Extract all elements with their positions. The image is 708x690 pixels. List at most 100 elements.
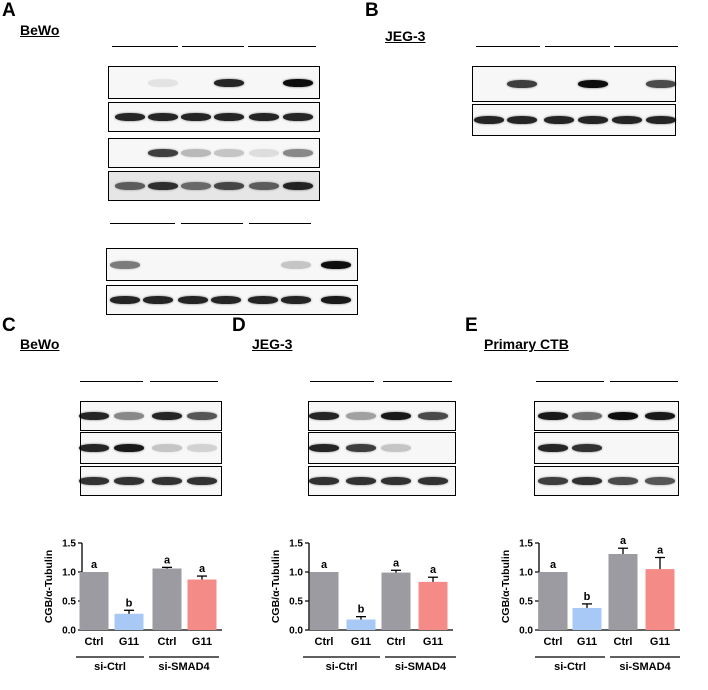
chart-d-sig-letter: a <box>393 557 400 569</box>
chart-c-y-tick-label: 0.0 <box>62 626 76 637</box>
panel-a-band <box>115 182 145 190</box>
panel-a-smad1-band <box>143 296 173 304</box>
panel-c-band <box>114 444 144 452</box>
chart-c-bar <box>79 572 109 630</box>
chart-e-sig-letter: a <box>550 559 557 571</box>
chart-d-x-tick-label: G11 <box>351 636 371 648</box>
chart-e-sig-letter: a <box>620 535 627 547</box>
chart-e-y-tick-label: 1.5 <box>519 539 533 550</box>
panel-a-smad1-group-underline <box>181 223 243 224</box>
panel-b-label: B <box>365 0 379 21</box>
chart-d-y-tick-label: 1.0 <box>289 568 303 579</box>
chart-c-sig-letter: a <box>164 554 171 566</box>
panel-c-band <box>79 412 109 420</box>
panel-b-blot-row <box>472 66 676 102</box>
panel-b-band <box>507 116 537 124</box>
panel-a-smad1-band <box>248 296 278 304</box>
panel-d-band <box>309 477 339 485</box>
panel-b-band <box>544 116 574 124</box>
panel-c-band <box>152 477 182 485</box>
chart-c-group-label: si-SMAD4 <box>158 661 210 673</box>
chart-c-x-tick-label: G11 <box>119 636 139 648</box>
panel-a-smad1-band <box>321 260 351 269</box>
panel-c-band <box>152 412 182 420</box>
chart-e-y-tick-label: 1.0 <box>519 568 533 579</box>
panel-e-band <box>645 412 675 420</box>
panel-e-label: E <box>465 315 478 336</box>
chart-e-bar <box>572 607 602 630</box>
panel-e-band <box>538 444 568 452</box>
chart-d-sig-letter: b <box>358 604 365 616</box>
chart-e-y-tick-label: 0.0 <box>519 626 533 637</box>
panel-d-band <box>309 412 339 420</box>
chart-d-x-tick-label: Ctrl <box>315 636 334 648</box>
panel-a-group-underline <box>182 46 244 47</box>
chart-e-x-tick-label: G11 <box>577 636 597 648</box>
panel-b-title: JEG-3 <box>385 28 426 44</box>
panel-e-band <box>538 412 568 420</box>
chart-e-x-tick-label: Ctrl <box>614 636 633 648</box>
panel-b-band <box>578 80 608 88</box>
panel-a-smad1-group-underline <box>249 223 311 224</box>
panel-d-band <box>381 477 411 485</box>
panel-c-band <box>114 477 144 485</box>
panel-c-group-underline <box>150 381 218 382</box>
chart-d-bar <box>418 581 448 630</box>
chart-d-y-tick-label: 0.0 <box>289 626 303 637</box>
chart-e-y-label: CGB/α-Tubulin <box>500 550 512 623</box>
chart-c-x-tick-label: G11 <box>192 636 212 648</box>
panel-b-band <box>507 80 537 88</box>
panel-b-group-underline <box>476 46 540 47</box>
panel-b-band <box>646 80 676 88</box>
panel-a-smad1-band <box>281 296 311 304</box>
chart-d-bar <box>346 619 376 630</box>
chart-e-sig-letter: b <box>584 591 591 603</box>
chart-d-y-label: CGB/α-Tubulin <box>270 550 282 623</box>
chart-e-bar <box>608 554 638 630</box>
chart-d-bar <box>381 572 411 630</box>
chart-c-group-label: si-Ctrl <box>94 661 126 673</box>
panel-b-band <box>646 116 676 124</box>
panel-e-band <box>645 477 675 485</box>
panel-e-band <box>608 477 638 485</box>
chart-d-y-tick-label: 0.5 <box>289 597 303 608</box>
panel-a-band <box>249 149 279 157</box>
chart-d-sig-letter: a <box>321 559 328 571</box>
chart-c-sig-letter: b <box>126 597 133 609</box>
panel-d-title: JEG-3 <box>252 336 293 352</box>
panel-a-band <box>283 149 313 157</box>
chart-d-y-tick-label: 1.5 <box>289 539 303 550</box>
panel-e-group-underline <box>536 381 604 382</box>
panel-a-title: BeWo <box>20 22 60 38</box>
panel-a-smad1-group-underline <box>110 223 175 224</box>
panel-c-band <box>79 477 109 485</box>
chart-d-x-tick-label: Ctrl <box>387 636 406 648</box>
chart-c-x-tick-label: Ctrl <box>85 636 104 648</box>
chart-c-y-tick-label: 0.5 <box>62 597 76 608</box>
panel-e-band <box>538 477 568 485</box>
panel-a-smad1-band <box>110 296 140 304</box>
panel-e-band <box>572 412 602 420</box>
chart-c-bar <box>187 579 217 630</box>
panel-d-group-underline <box>383 381 452 382</box>
panel-b-band <box>612 116 642 124</box>
panel-d-band <box>309 444 339 452</box>
panel-a-band <box>214 182 244 190</box>
panel-a-band <box>181 149 211 157</box>
panel-a-smad1-band <box>281 260 311 269</box>
panel-a-band <box>181 182 211 190</box>
chart-e-bar <box>538 572 568 630</box>
chart-e-group-label: si-SMAD4 <box>619 661 671 673</box>
panel-d-band <box>346 477 376 485</box>
panel-b-group-underline <box>545 46 610 47</box>
panel-a-band <box>115 113 145 121</box>
panel-a-band <box>249 113 279 121</box>
chart-e-sig-letter: a <box>657 545 664 557</box>
chart-c-sig-letter: a <box>91 559 98 571</box>
panel-c-band <box>187 412 217 420</box>
panel-a-label: A <box>2 0 16 21</box>
panel-b-band <box>578 116 608 124</box>
panel-b-group-underline <box>614 46 678 47</box>
panel-d-band <box>346 412 376 420</box>
chart-c-bar <box>114 613 144 630</box>
